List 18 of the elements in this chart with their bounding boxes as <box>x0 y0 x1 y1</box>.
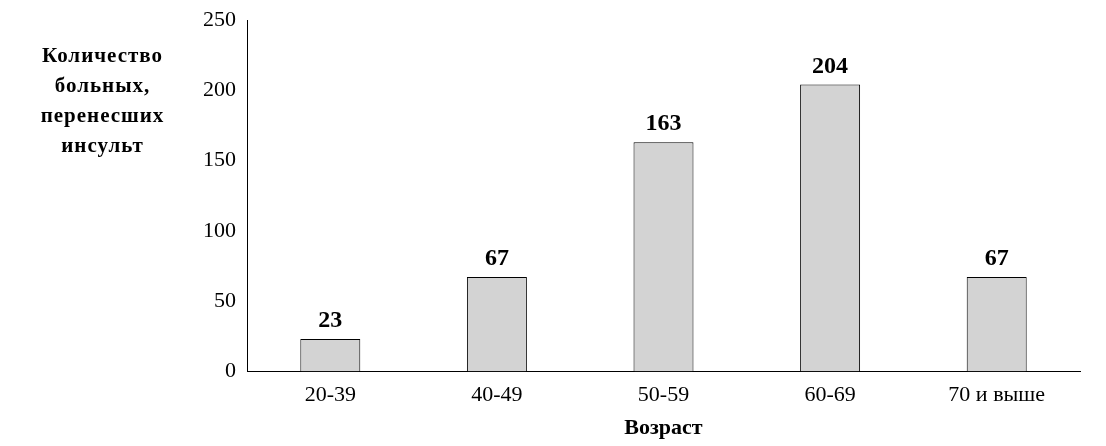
data-label: 67 <box>484 244 509 271</box>
x-tick-label: 20-39 <box>304 381 356 407</box>
data-label: 67 <box>984 244 1009 271</box>
y-tick-label: 250 <box>203 5 236 31</box>
x-tick-label: 50-59 <box>637 381 690 407</box>
y-tick-label: 100 <box>203 216 236 242</box>
x-axis-title: Возраст <box>624 414 703 440</box>
y-tick-label: 200 <box>203 76 236 102</box>
x-tick-label: 60-69 <box>804 381 856 407</box>
data-label: 163 <box>645 109 682 136</box>
x-tick-label: 70 и выше <box>948 381 1046 407</box>
y-axis-title: Количество больных, перенесших инсульт <box>39 42 166 159</box>
y-tick-label: 150 <box>203 146 236 172</box>
data-label: 23 <box>318 306 343 333</box>
x-tick-label: 40-49 <box>471 381 523 407</box>
data-label: 204 <box>812 51 849 78</box>
y-tick-label: 0 <box>225 356 236 382</box>
y-tick-label: 50 <box>214 286 236 312</box>
